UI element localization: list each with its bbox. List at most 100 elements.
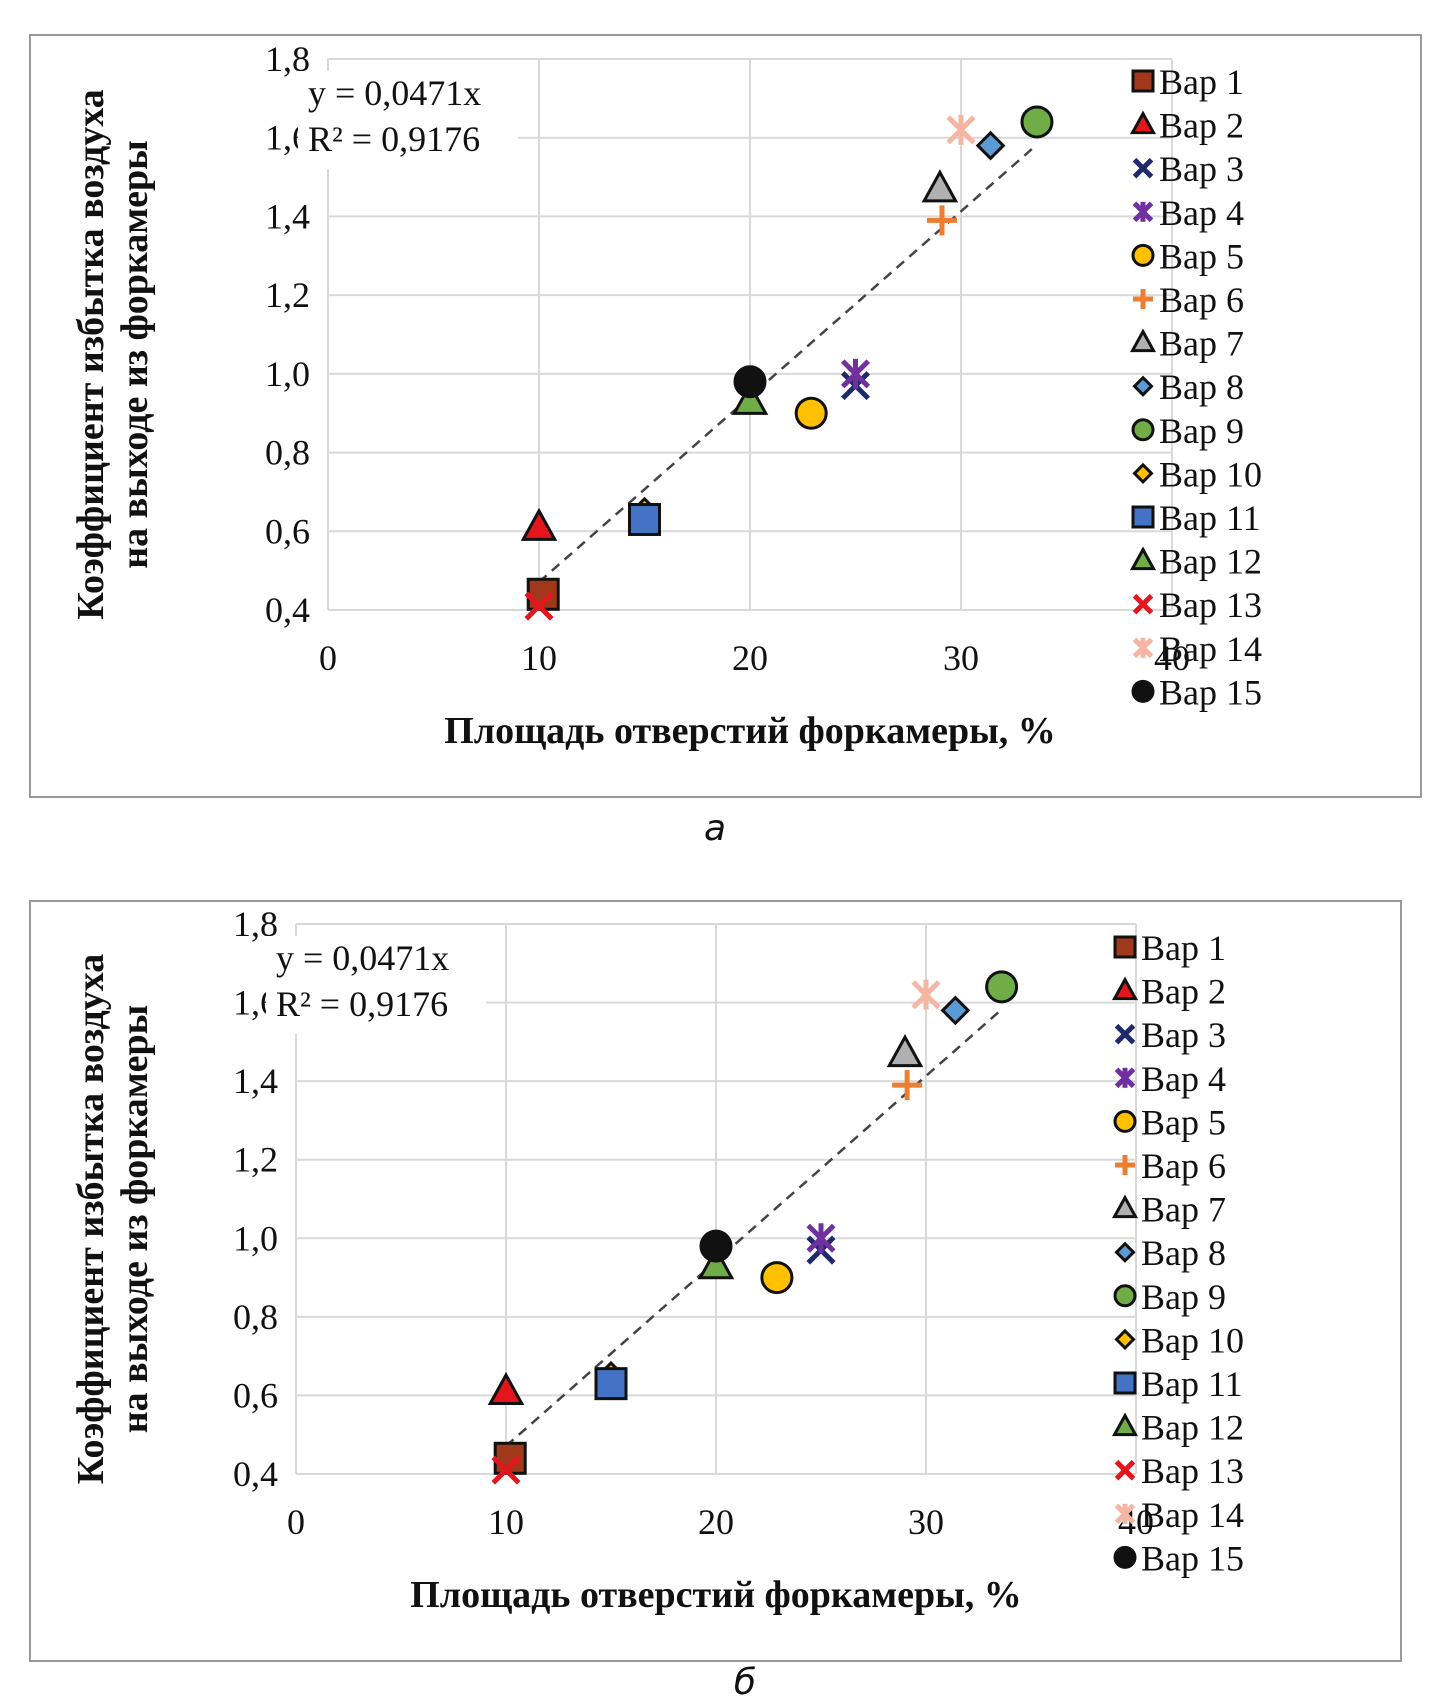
point-вар-8 (975, 130, 1006, 161)
r-squared-label: R² = 0,9176 (276, 984, 448, 1024)
legend-label: Вар 13 (1159, 585, 1262, 625)
point-вар-4 (806, 1223, 836, 1254)
y-tick-label: 1,4 (233, 1061, 278, 1101)
legend-marker (1114, 1241, 1136, 1263)
x-tick-label: 40 (1154, 638, 1190, 678)
legend-label: Вар 1 (1159, 62, 1244, 102)
legend-label: Вар 12 (1141, 1408, 1244, 1448)
r-squared-label: R² = 0,9176 (308, 119, 480, 159)
legend-marker (1111, 1412, 1139, 1437)
trendline-equation: y = 0,0471x (276, 938, 449, 978)
point-вар-6 (927, 205, 958, 236)
point-вар-2 (487, 1371, 525, 1405)
legend-label: Вар 10 (1159, 454, 1262, 494)
legend-label: Вар 8 (1159, 367, 1244, 407)
trendline (505, 1008, 1003, 1448)
point-вар-14 (946, 114, 976, 145)
point-вар-11 (594, 1367, 628, 1401)
point-вар-14 (911, 979, 941, 1010)
trendline-equation: y = 0,0471x (308, 73, 481, 113)
legend-marker (1113, 1284, 1137, 1308)
legend-marker (1131, 243, 1155, 267)
y-tick-label: 0,8 (233, 1297, 278, 1337)
legend-marker (1111, 976, 1139, 1001)
legend-label: Вар 12 (1159, 542, 1262, 582)
y-axis-title-line: Коэффициент избытка воздуха (70, 954, 112, 1484)
point-вар-7 (921, 169, 959, 203)
y-tick-label: 0,4 (233, 1454, 278, 1494)
point-вар-13 (524, 591, 554, 621)
equation-box (298, 71, 518, 169)
legend-marker (1113, 935, 1137, 959)
legend-label: Вар 2 (1159, 106, 1244, 146)
legend-label: Вар 14 (1159, 629, 1262, 669)
point-вар-15 (699, 1229, 733, 1263)
y-tick-label: 1,0 (233, 1218, 278, 1258)
legend-label: Вар 3 (1159, 149, 1244, 189)
x-tick-label: 10 (521, 638, 557, 678)
x-axis-title: Площадь отверстий форкамеры, % (410, 1574, 1022, 1616)
legend-label: Вар 15 (1159, 672, 1262, 712)
legend-label: Вар 4 (1141, 1059, 1226, 1099)
x-tick-label: 30 (908, 1502, 944, 1542)
legend-marker (1129, 110, 1157, 135)
equation-box (266, 936, 486, 1034)
legend-label: Вар 3 (1141, 1015, 1226, 1055)
figure-caption-b: б (733, 1662, 757, 1703)
y-tick-label: 1,0 (265, 354, 310, 394)
legend-label: Вар 15 (1141, 1538, 1244, 1578)
legend-marker (1129, 328, 1157, 353)
point-вар-7 (886, 1034, 924, 1068)
y-axis-title-line: на выходе из форкамеры (114, 140, 156, 569)
legend-label: Вар 9 (1159, 411, 1244, 451)
legend-marker (1113, 1371, 1137, 1395)
legend-marker (1115, 1155, 1135, 1175)
point-вар-2 (520, 507, 558, 541)
legend-label: Вар 2 (1141, 972, 1226, 1012)
legend-label: Вар 9 (1141, 1277, 1226, 1317)
legend-marker (1131, 505, 1155, 529)
y-tick-label: 0,6 (233, 1375, 278, 1415)
legend-label: Вар 4 (1159, 193, 1244, 233)
legend-marker (1114, 1328, 1136, 1351)
y-tick-label: 0,4 (265, 590, 310, 630)
point-вар-15 (733, 365, 767, 399)
point-вар-4 (840, 358, 871, 389)
y-tick-label: 1,2 (233, 1140, 278, 1180)
point-вар-11 (628, 502, 661, 536)
trendline (538, 143, 1038, 583)
chart-panel-b: 0,4 0,6 0,8 1,0 1,2 1,4 1,6 1,8 0 10 20 30 40 Площадь… (29, 900, 1402, 1662)
figure-caption-a: а (703, 808, 727, 849)
x-tick-label: 20 (698, 1502, 734, 1542)
legend-marker (1114, 1023, 1136, 1045)
legend-marker (1113, 1545, 1137, 1569)
x-tick-label: 30 (943, 638, 979, 678)
x-tick-label: 0 (287, 1502, 305, 1542)
point-вар-5 (760, 1261, 794, 1295)
legend-marker (1132, 593, 1154, 615)
point-вар-9 (1020, 105, 1054, 139)
scatter-chart-a: 0,40,60,81,01,21,41,61,80 10 20 30 40Площадь… (70, 39, 1262, 752)
y-axis-title-line: на выходе из форкамеры (114, 1005, 156, 1434)
point-вар-9 (985, 970, 1019, 1004)
legend-label: Вар 11 (1141, 1364, 1243, 1404)
legend-label: Вар 13 (1141, 1451, 1244, 1491)
data-points (520, 105, 1054, 621)
legend-marker (1111, 1194, 1139, 1219)
x-tick-label: 10 (488, 1502, 524, 1542)
point-вар-12 (697, 1246, 735, 1280)
x-tick-label: 20 (732, 638, 768, 678)
legend-marker (1132, 201, 1154, 223)
legend-marker (1114, 1067, 1136, 1089)
legend-label: Вар 6 (1159, 280, 1244, 320)
y-tick-label: 0,6 (265, 511, 310, 551)
legend-label: Вар 5 (1141, 1102, 1226, 1142)
legend-label: Вар 1 (1141, 928, 1226, 968)
legend-marker (1131, 679, 1155, 703)
y-axis-title-line: Коэффициент избытка воздуха (70, 89, 112, 619)
x-tick-label: 0 (319, 638, 337, 678)
point-вар-12 (731, 381, 769, 415)
legend-label: Вар 10 (1141, 1320, 1244, 1360)
